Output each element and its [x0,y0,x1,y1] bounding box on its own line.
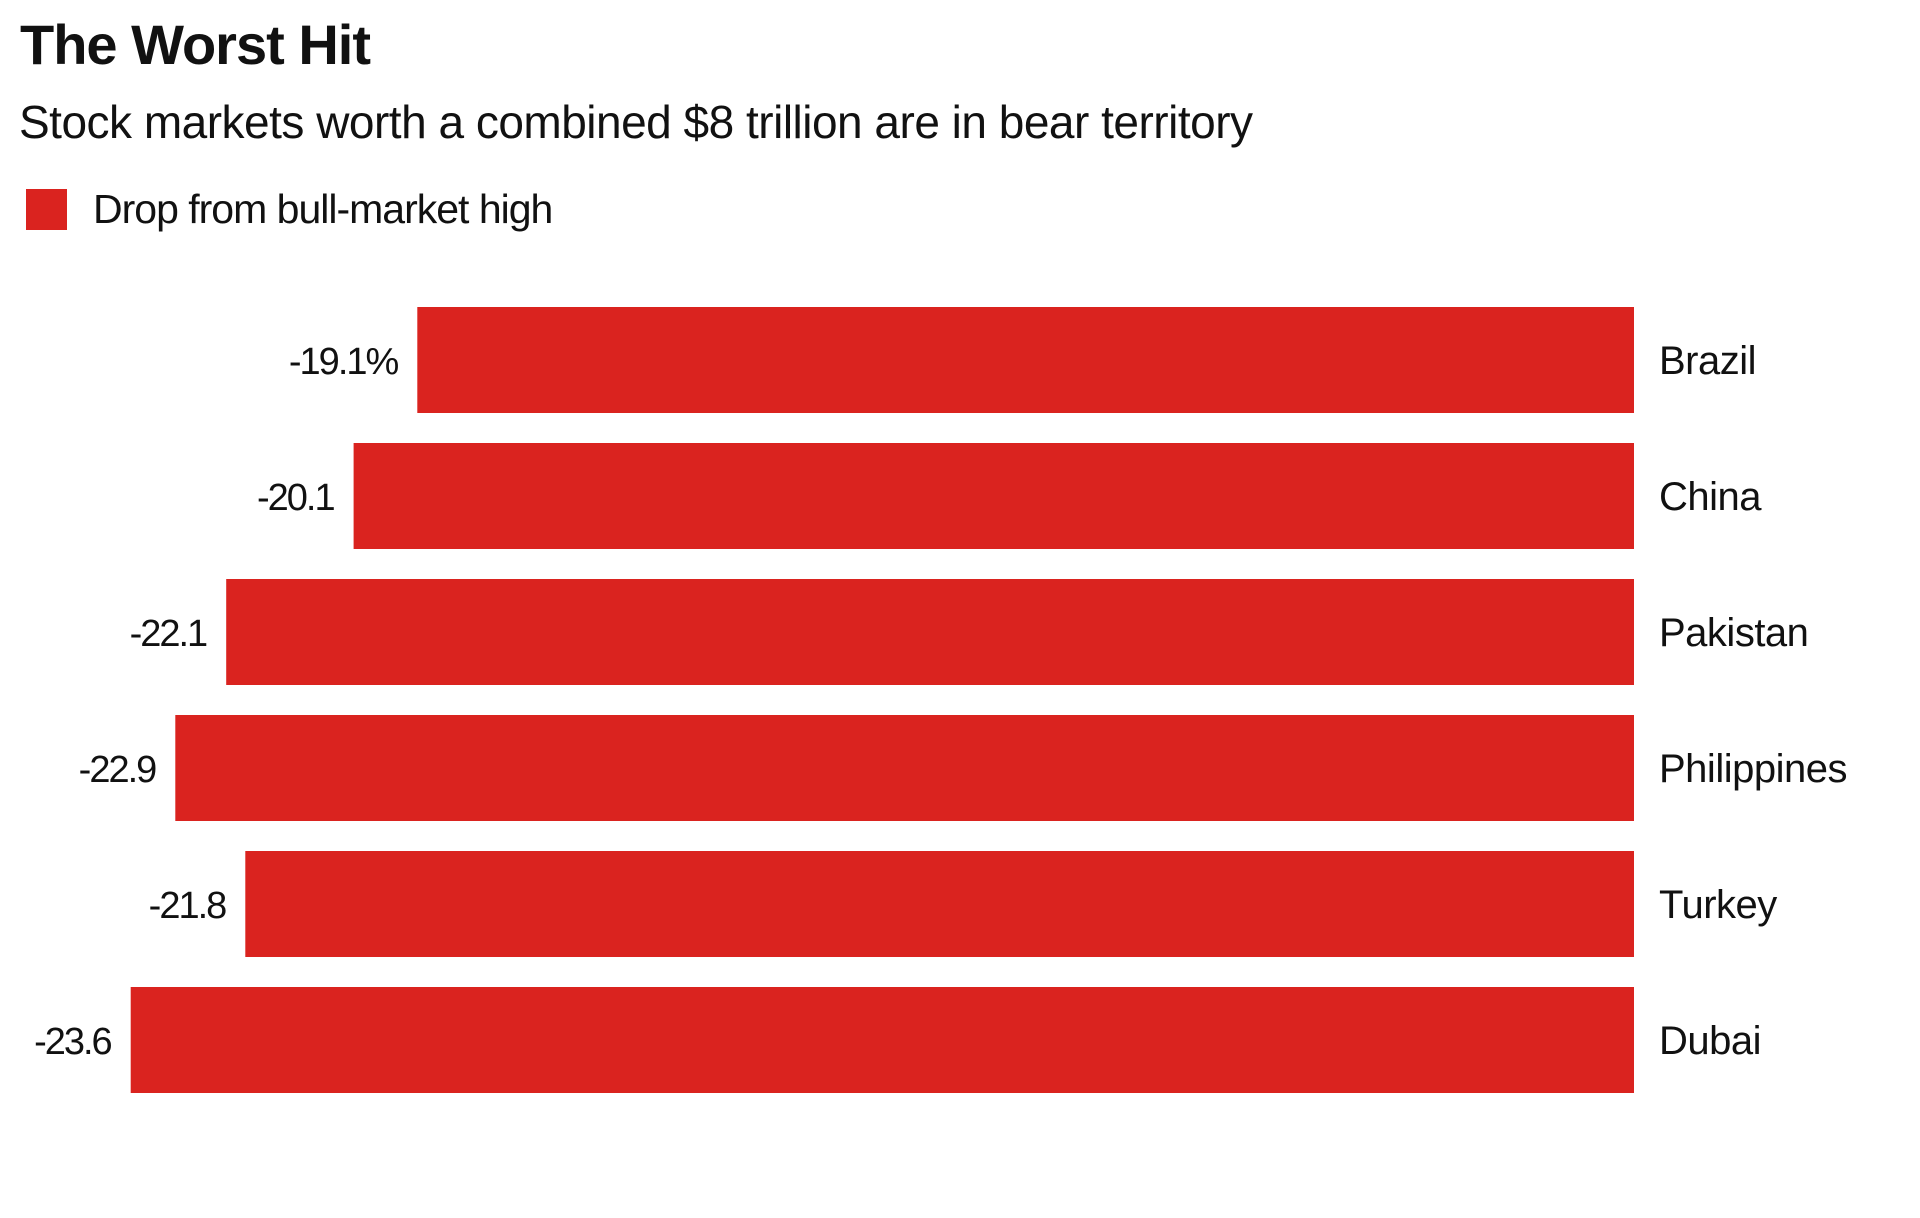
legend-swatch [26,188,67,230]
bar-philippines [175,715,1634,821]
value-label: -20.1 [257,477,334,519]
bar-brazil [417,307,1634,413]
category-label: Brazil [1659,339,1756,383]
legend-label: Drop from bull-market high [93,186,553,232]
bar-pakistan [226,579,1635,685]
value-label: -21.8 [149,885,226,927]
value-label: -22.1 [130,613,207,655]
category-label: China [1659,475,1762,519]
value-label: -19.1% [289,341,399,383]
bar-china [353,443,1635,549]
category-label: Pakistan [1659,611,1808,655]
chart-title: The Worst Hit [20,13,371,76]
bar-dubai [130,987,1635,1093]
value-label: -23.6 [34,1021,111,1063]
bar-turkey [245,851,1634,957]
value-label: -22.9 [79,749,156,791]
category-label: Dubai [1659,1019,1761,1063]
category-label: Turkey [1659,883,1777,927]
category-label: Philippines [1659,747,1847,791]
chart-subtitle: Stock markets worth a combined $8 trilli… [19,96,1253,148]
legend: Drop from bull-market high [26,186,553,232]
